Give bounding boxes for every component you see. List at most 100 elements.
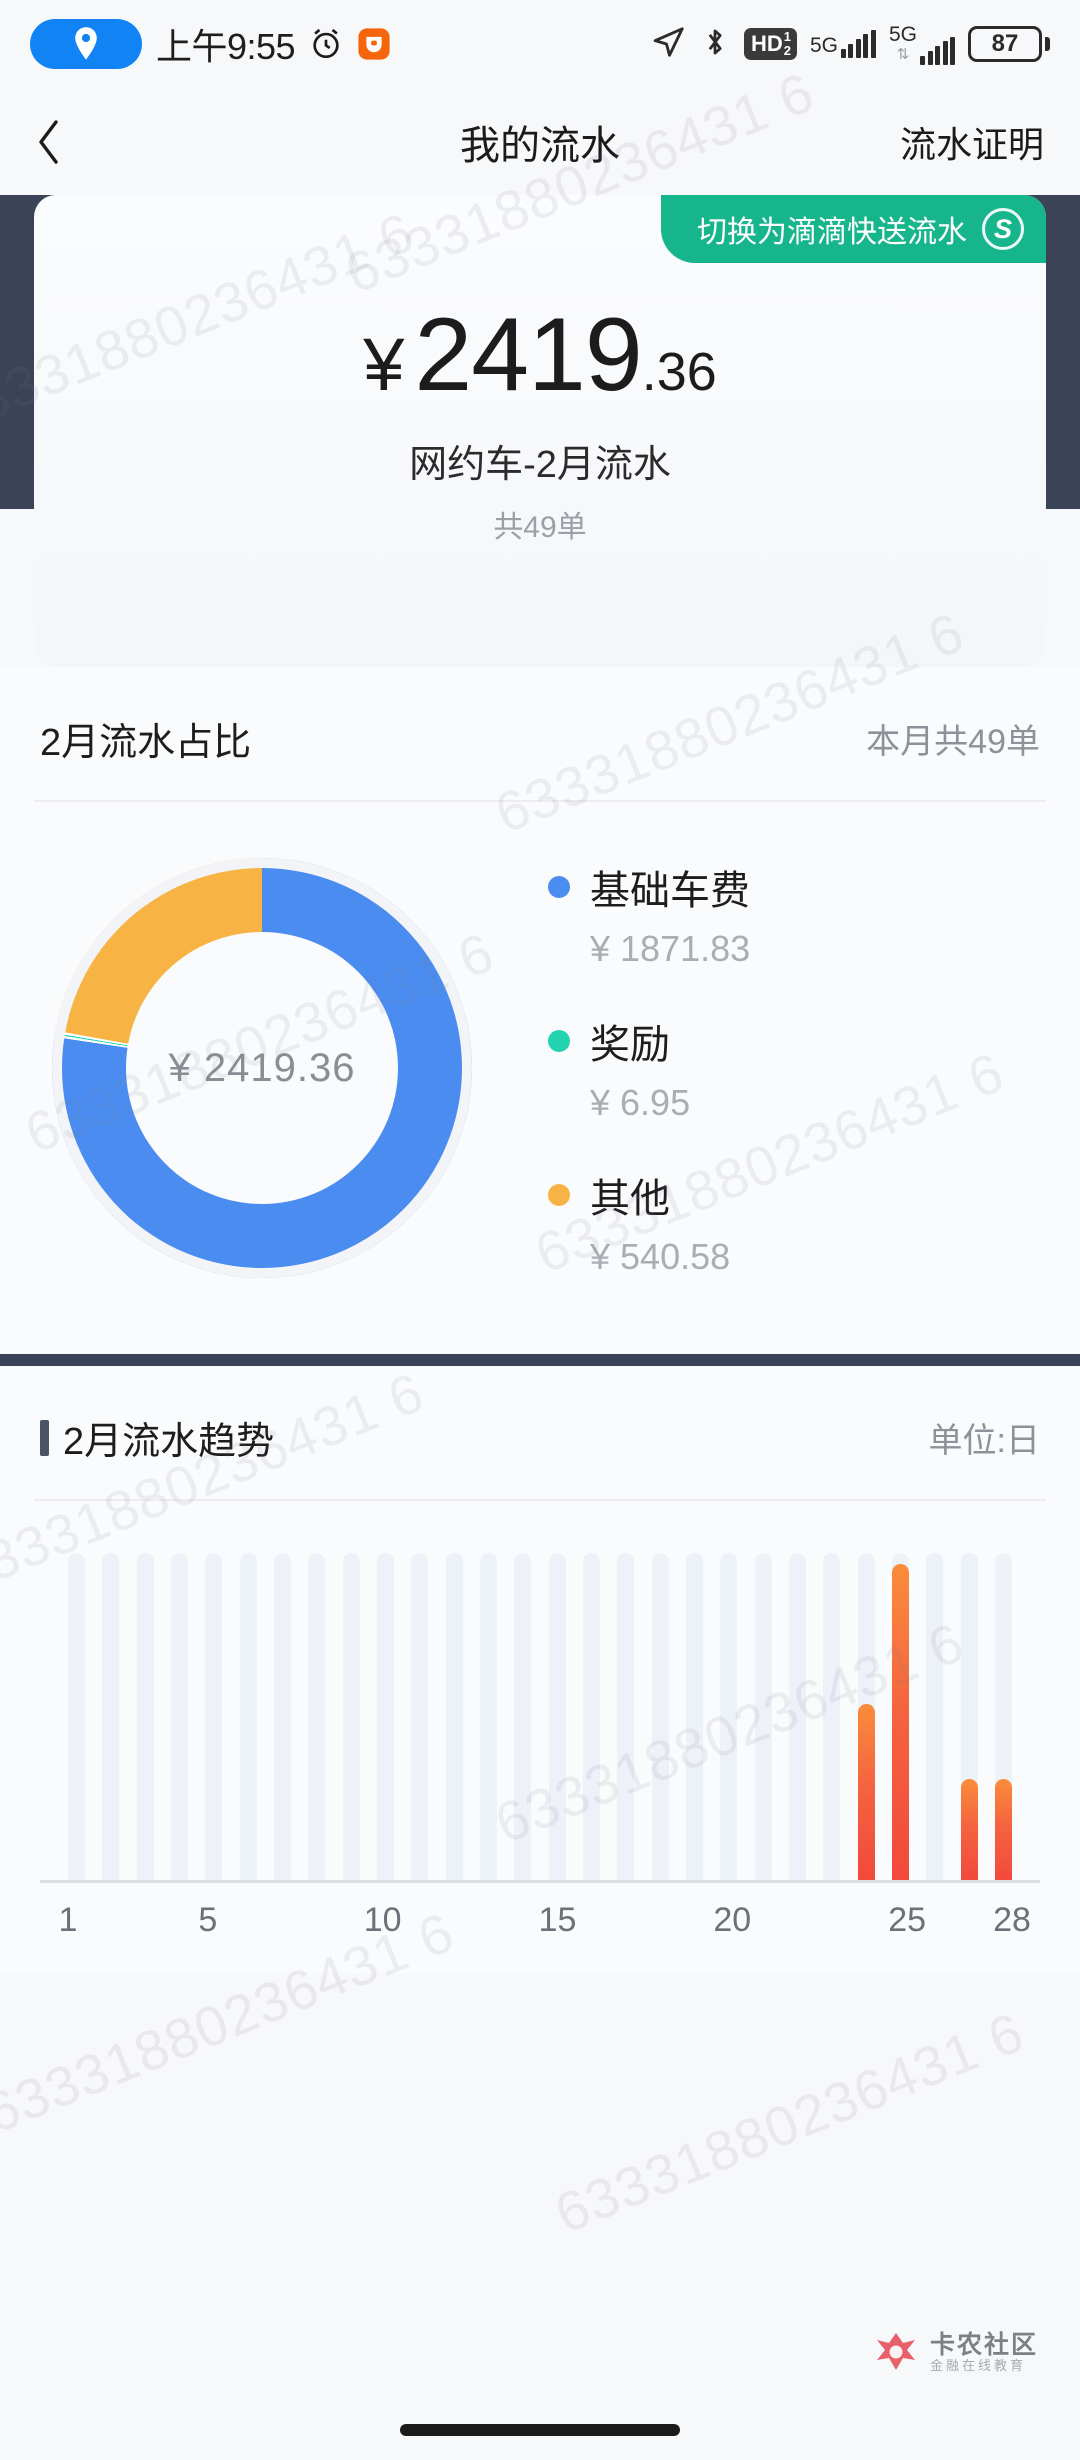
hero-subtitle: 网约车-2月流水 xyxy=(409,444,671,486)
brand-name: 卡农社区 xyxy=(929,2330,1038,2359)
bar-track xyxy=(582,1553,600,1883)
revenue-certificate-button[interactable]: 流水证明 xyxy=(899,123,1044,165)
section-divider xyxy=(34,800,1046,802)
title-accent-bar-icon xyxy=(40,1419,49,1456)
breakdown-title: 2月流水占比 xyxy=(40,722,252,764)
donut-chart: ¥ 2419.36 xyxy=(52,858,472,1278)
bar-slot[interactable] xyxy=(823,1553,841,1883)
bar-slot[interactable] xyxy=(788,1553,806,1883)
bar-track xyxy=(720,1553,738,1883)
amount-decimal: .36 xyxy=(641,342,717,402)
didi-express-logo-icon: S xyxy=(982,208,1024,250)
alarm-clock-icon xyxy=(309,27,343,61)
hd-label: HD xyxy=(750,31,783,56)
bar-slot[interactable] xyxy=(273,1553,291,1883)
bar-slot[interactable] xyxy=(582,1553,600,1883)
bar-slot[interactable] xyxy=(376,1553,394,1883)
net2-label: 5G xyxy=(888,22,917,46)
switch-to-express-button[interactable]: 切换为滴滴快送流水 S xyxy=(661,195,1046,263)
x-axis-line xyxy=(40,1880,1040,1883)
revenue-breakdown-section: 2月流水占比 本月共49单 ¥ 2419.36 基础车费 ¥ 1871.83 奖励 ¥… xyxy=(0,667,1080,1354)
bar-slot[interactable] xyxy=(548,1553,566,1883)
section-gap xyxy=(0,1354,1080,1366)
bar-slot[interactable] xyxy=(514,1553,532,1883)
bar-slot[interactable] xyxy=(342,1553,360,1883)
bar-track xyxy=(788,1553,806,1883)
donut-hole: ¥ 2419.36 xyxy=(126,932,398,1204)
bar-track xyxy=(136,1553,154,1883)
bar-slot[interactable] xyxy=(857,1553,875,1883)
trend-divider xyxy=(34,1499,1046,1501)
bar-track xyxy=(548,1553,566,1883)
bar-slot[interactable] xyxy=(926,1553,944,1883)
chevron-left-icon[interactable] xyxy=(36,112,96,172)
amount-integer: 2419 xyxy=(414,297,642,413)
bar-value xyxy=(994,1778,1012,1883)
x-tick-label: 10 xyxy=(363,1901,402,1939)
bar-track xyxy=(754,1553,772,1883)
bar-track xyxy=(651,1553,669,1883)
bar-track xyxy=(170,1553,188,1883)
navigation-bar: 我的流水 流水证明 xyxy=(0,88,1080,195)
bar-slot[interactable] xyxy=(445,1553,463,1883)
total-amount: ¥ 2419 .36 网约车-2月流水 共49单 xyxy=(34,303,1046,546)
x-tick-label: 15 xyxy=(538,1901,577,1939)
bar-track xyxy=(68,1553,85,1883)
bar-slot[interactable] xyxy=(617,1553,635,1883)
watermark-text: 63331880236431 6 xyxy=(546,1999,1033,2246)
battery-level: 87 xyxy=(991,30,1019,57)
bar-track xyxy=(376,1553,394,1883)
currency-symbol: ¥ xyxy=(363,323,405,406)
bar-slot[interactable] xyxy=(239,1553,257,1883)
bar-slot[interactable] xyxy=(136,1553,154,1883)
bar-slot[interactable] xyxy=(651,1553,669,1883)
bar-slot[interactable] xyxy=(994,1553,1012,1883)
bar-slot[interactable] xyxy=(68,1553,85,1883)
hd-voice-icon: HD 1 2 xyxy=(743,28,797,60)
bar-track xyxy=(926,1553,944,1883)
bar-track xyxy=(617,1553,635,1883)
bar-slot[interactable] xyxy=(685,1553,703,1883)
brand-tagline: 金融在线教育 xyxy=(929,2357,1026,2373)
status-bar: 上午9:55 HD 1 2 5G 5G ⇅ xyxy=(0,0,1080,88)
bar-slot[interactable] xyxy=(411,1553,429,1883)
bar-value xyxy=(891,1563,909,1883)
breakdown-order-count: 本月共49单 xyxy=(866,723,1040,761)
bar-slot[interactable] xyxy=(891,1553,909,1883)
legend-item: 其他 ¥ 540.58 xyxy=(548,1166,750,1278)
x-axis-labels: 1 5 10 15 20 25 28 xyxy=(40,1883,1040,1963)
legend-label: 奖励 xyxy=(590,1023,670,1067)
breakdown-header: 2月流水占比 本月共49单 xyxy=(0,667,1080,800)
bar-track xyxy=(205,1553,223,1883)
bar-slot[interactable] xyxy=(960,1553,978,1883)
signal-sim2-icon: 5G ⇅ xyxy=(889,24,955,65)
bar-track xyxy=(823,1553,841,1883)
bar-slot[interactable] xyxy=(308,1553,326,1883)
didi-app-icon xyxy=(357,27,391,61)
x-tick-label: 28 xyxy=(993,1901,1031,1939)
kanong-flower-logo-icon xyxy=(874,2330,918,2374)
bar-slot[interactable] xyxy=(205,1553,223,1883)
home-indicator[interactable] xyxy=(400,2424,680,2436)
bar-slot[interactable] xyxy=(479,1553,497,1883)
switch-label: 切换为滴滴快送流水 xyxy=(697,216,967,249)
bar-slot[interactable] xyxy=(720,1553,738,1883)
hd-sup: 1 xyxy=(783,29,791,45)
legend-item: 基础车费 ¥ 1871.83 xyxy=(548,858,750,970)
bar-track xyxy=(411,1553,429,1883)
bar-slot[interactable] xyxy=(754,1553,772,1883)
bar-slot[interactable] xyxy=(102,1553,120,1883)
bar-track xyxy=(239,1553,257,1883)
hero-band: 切换为滴滴快送流水 S ¥ 2419 .36 网约车-2月流水 共49单 xyxy=(0,195,1080,667)
trend-unit: 单位:日 xyxy=(928,1422,1040,1460)
legend-value: ¥ 1871.83 xyxy=(590,928,751,969)
x-tick-label: 1 xyxy=(58,1901,78,1939)
bar-track xyxy=(685,1553,703,1883)
net1-label: 5G xyxy=(809,34,838,57)
trend-bar-chart xyxy=(40,1553,1040,1883)
donut-center-value: ¥ 2419.36 xyxy=(168,1045,356,1090)
bar-track xyxy=(514,1553,532,1883)
x-tick-label: 20 xyxy=(713,1901,752,1939)
x-tick-label: 25 xyxy=(888,1901,927,1939)
bar-slot[interactable] xyxy=(170,1553,188,1883)
